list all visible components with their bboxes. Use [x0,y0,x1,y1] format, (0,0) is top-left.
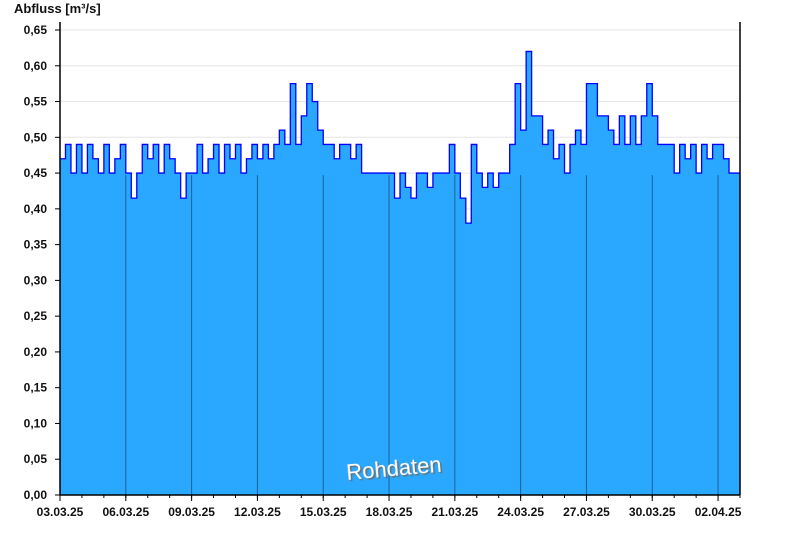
y-tick-label: 0,30 [24,273,48,287]
y-tick-label: 0,15 [24,381,48,395]
y-tick-label: 0,45 [24,166,48,180]
area-fill [60,51,740,495]
x-tick-label: 03.03.25 [37,505,84,519]
y-tick-label: 0,35 [24,238,48,252]
y-tick-label: 0,55 [24,95,48,109]
y-tick-label: 0,50 [24,130,48,144]
series-line [60,50,740,224]
x-tick-label: 02.04.25 [695,505,742,519]
x-tick-label: 15.03.25 [300,505,347,519]
x-tick-label: 30.03.25 [629,505,676,519]
y-axis-title: Abfluss [m³/s] [14,1,101,16]
y-tick-label: 0,10 [24,416,48,430]
y-tick-label: 0,65 [24,23,48,37]
y-tick-label: 0,05 [24,452,48,466]
x-tick-label: 24.03.25 [497,505,544,519]
x-tick-label: 09.03.25 [168,505,215,519]
y-tick-label: 0,25 [24,309,48,323]
y-tick-label: 0,40 [24,202,48,216]
y-tick-label: 0,00 [24,488,48,502]
x-tick-label: 27.03.25 [563,505,610,519]
x-tick-label: 12.03.25 [234,505,281,519]
y-tick-label: 0,20 [24,345,48,359]
x-tick-label: 21.03.25 [431,505,478,519]
y-tick-label: 0,60 [24,59,48,73]
x-tick-label: 06.03.25 [102,505,149,519]
x-tick-label: 18.03.25 [366,505,413,519]
